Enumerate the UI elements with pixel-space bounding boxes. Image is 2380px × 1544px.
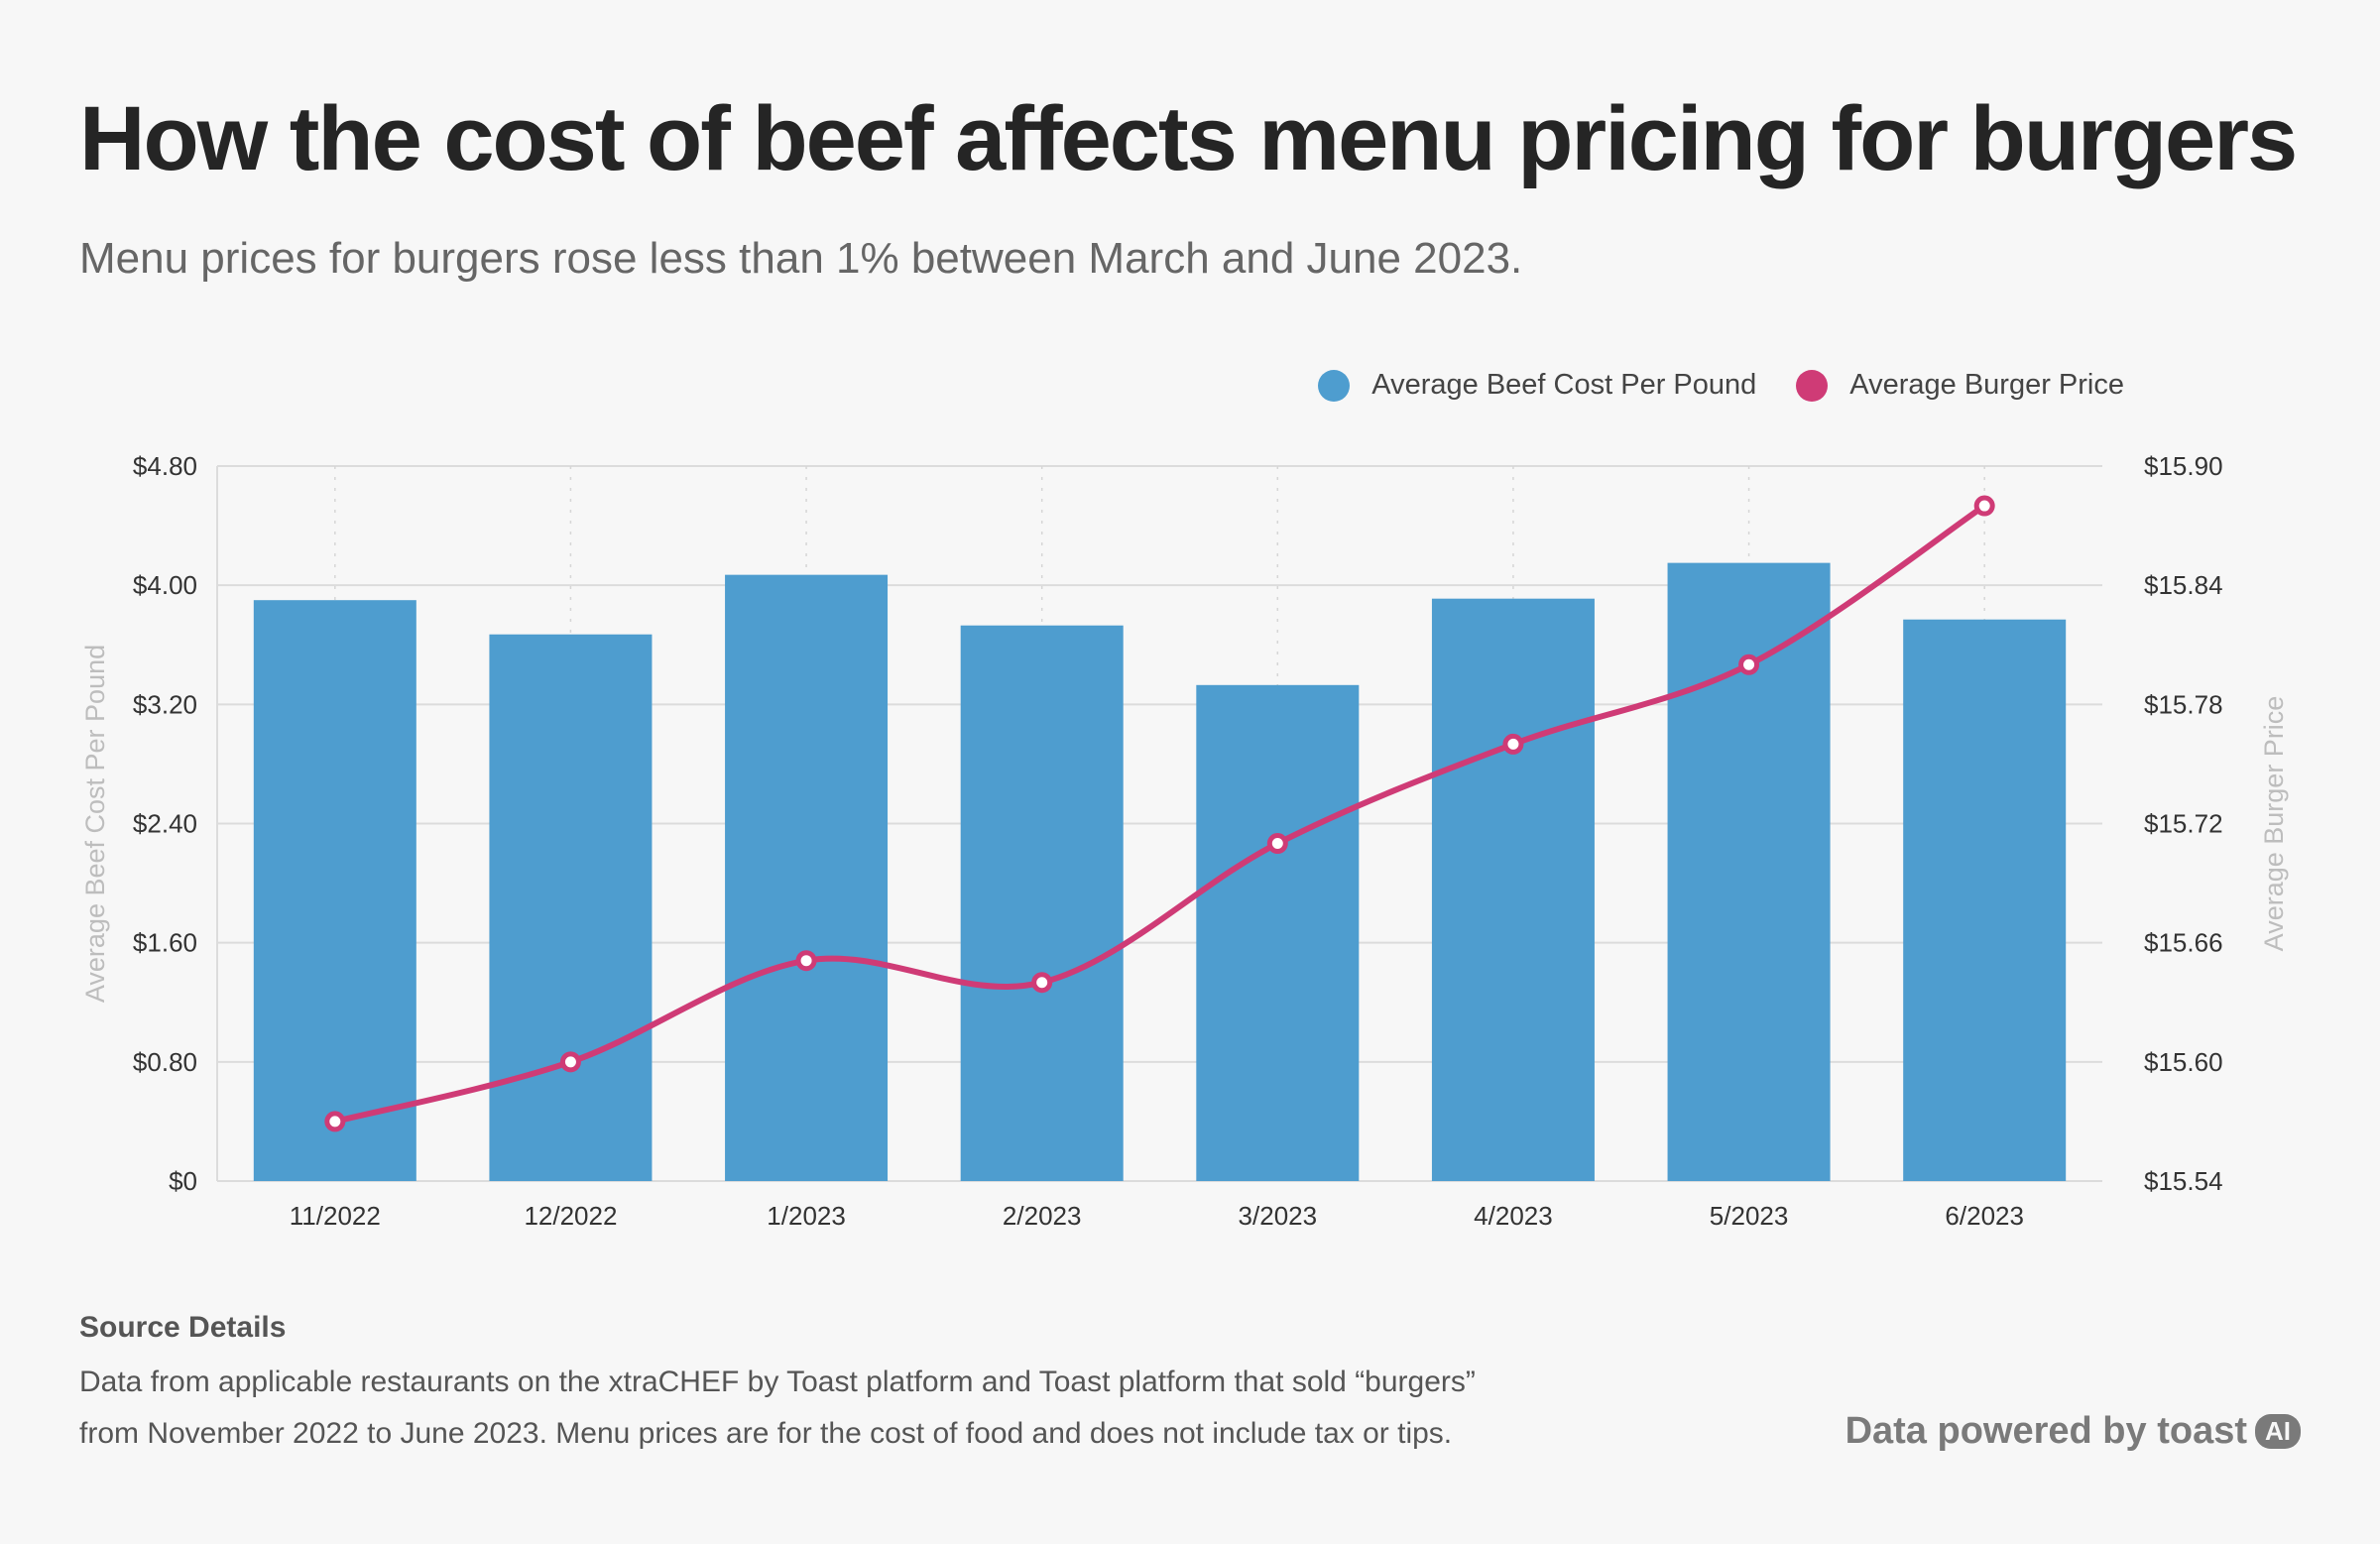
bar-1/2023 [725, 574, 889, 1181]
right-tick-label: $15.54 [2144, 1166, 2223, 1196]
x-tick-label: 4/2023 [1474, 1201, 1553, 1231]
x-tick-label: 3/2023 [1239, 1201, 1318, 1231]
bar-12/2022 [489, 634, 653, 1181]
left-tick-label: $4.80 [133, 451, 197, 481]
point-4/2023 [1502, 733, 1524, 755]
brand-logo: Data powered by toast AI [1845, 1410, 2301, 1453]
source-line-2: from November 2022 to June 2023. Menu pr… [79, 1417, 1453, 1450]
x-tick-label: 1/2023 [767, 1201, 846, 1231]
legend-label-beef: Average Beef Cost Per Pound [1371, 369, 1757, 401]
brand-ai-badge: AI [2255, 1414, 2301, 1449]
source-heading: Source Details [79, 1311, 287, 1344]
left-tick-label: $2.40 [133, 809, 197, 839]
source-line-1: Data from applicable restaurants on the … [79, 1366, 1476, 1398]
legend-label-burger: Average Burger Price [1849, 369, 2124, 401]
x-tick-label: 11/2022 [290, 1201, 381, 1231]
point-12/2022 [559, 1051, 581, 1073]
bar-2/2023 [960, 625, 1124, 1181]
legend-dot-burger [1796, 369, 1829, 402]
x-tick-label: 2/2023 [1003, 1201, 1082, 1231]
chart-subtitle: Menu prices for burgers rose less than 1… [79, 234, 1523, 283]
legend: Average Beef Cost Per Pound Average Burg… [1318, 369, 2124, 402]
bar-11/2022 [253, 600, 416, 1181]
x-tick-label: 5/2023 [1710, 1201, 1789, 1231]
bar-3/2023 [1196, 684, 1360, 1181]
point-2/2023 [1031, 972, 1053, 994]
right-tick-label: $15.72 [2144, 809, 2223, 839]
chart-title: How the cost of beef affects menu pricin… [79, 88, 2298, 189]
left-tick-label: $4.00 [133, 570, 197, 600]
point-5/2023 [1738, 653, 1760, 675]
point-3/2023 [1266, 833, 1288, 855]
point-1/2023 [795, 950, 817, 972]
right-tick-label: $15.60 [2144, 1047, 2223, 1077]
source-body: Data from applicable restaurants on the … [79, 1357, 1567, 1460]
left-tick-label: $1.60 [133, 928, 197, 958]
right-tick-label: $15.84 [2144, 570, 2223, 600]
right-tick-label: $15.66 [2144, 928, 2223, 958]
right-axis-title: Average Burger Price [2259, 696, 2289, 952]
point-6/2023 [1973, 495, 1995, 517]
left-tick-label: $0 [169, 1166, 197, 1196]
right-tick-label: $15.90 [2144, 451, 2223, 481]
legend-item-burger: Average Burger Price [1796, 369, 2124, 402]
left-tick-label: $3.20 [133, 689, 197, 719]
left-tick-label: $0.80 [133, 1047, 197, 1077]
x-tick-label: 12/2022 [524, 1201, 617, 1231]
burger-price-line [334, 503, 1986, 1125]
right-tick-label: $15.78 [2144, 689, 2223, 719]
legend-item-beef: Average Beef Cost Per Pound [1318, 369, 1756, 402]
bar-4/2023 [1431, 598, 1595, 1181]
bar-6/2023 [1903, 619, 2067, 1181]
x-tick-label: 6/2023 [1945, 1201, 2024, 1231]
brand-text: Data powered by toast [1844, 1410, 2247, 1452]
legend-dot-beef [1318, 369, 1351, 402]
point-11/2022 [324, 1111, 346, 1132]
left-axis-title: Average Beef Cost Per Pound [80, 645, 110, 1003]
